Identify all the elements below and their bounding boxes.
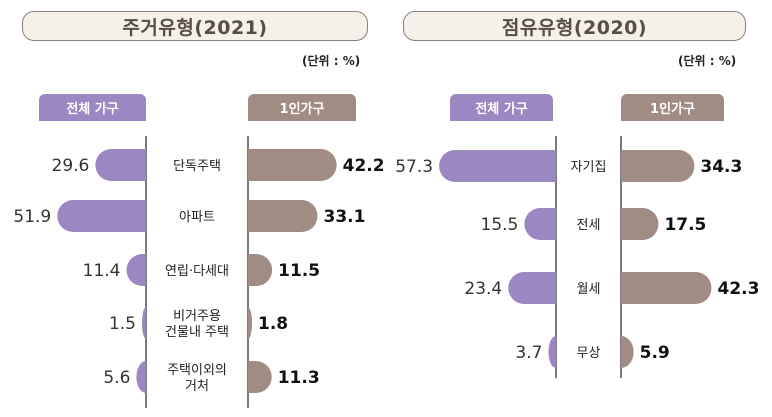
value-label-total: 23.4 bbox=[464, 279, 502, 299]
category-label: 단독주택 bbox=[173, 159, 221, 174]
value-label-total: 15.5 bbox=[481, 215, 519, 235]
header-single-households-tenure: 1인가구 bbox=[621, 94, 724, 121]
value-label-total: 1.5 bbox=[109, 314, 136, 334]
unit-label-housing: (단위 : %) bbox=[302, 54, 361, 68]
bar-single bbox=[621, 208, 659, 240]
category-label: 월세 bbox=[577, 282, 601, 297]
bar-total bbox=[524, 208, 556, 240]
category-label: 자기집 bbox=[571, 160, 607, 175]
bar-single bbox=[248, 200, 318, 232]
value-label-single: 17.5 bbox=[664, 215, 706, 235]
bar-total bbox=[57, 200, 146, 232]
bar-total bbox=[126, 254, 146, 286]
value-label-single: 11.5 bbox=[278, 261, 320, 281]
bar-total bbox=[439, 150, 556, 182]
bar-total bbox=[95, 149, 146, 181]
category-label: 건물내 주택 bbox=[165, 325, 229, 340]
value-label-single: 11.3 bbox=[278, 368, 320, 388]
value-label-total: 11.4 bbox=[83, 261, 121, 281]
value-label-total: 5.6 bbox=[103, 368, 130, 388]
value-label-single: 42.2 bbox=[343, 156, 385, 176]
value-label-single: 33.1 bbox=[324, 207, 366, 227]
chart-title-tenure-type: 점유유형(2020) bbox=[403, 11, 746, 41]
value-label-total: 51.9 bbox=[13, 207, 51, 227]
bar-single bbox=[248, 149, 337, 181]
bar-total bbox=[136, 361, 146, 393]
category-label: 전세 bbox=[577, 218, 601, 233]
bar-total bbox=[142, 307, 146, 339]
bar-total bbox=[548, 336, 556, 368]
category-label: 무상 bbox=[577, 346, 601, 361]
category-label: 연립·다세대 bbox=[165, 264, 229, 279]
category-label: 거처 bbox=[185, 379, 209, 394]
value-label-single: 5.9 bbox=[640, 343, 670, 363]
value-label-total: 57.3 bbox=[395, 157, 433, 177]
category-label: 비거주용 bbox=[173, 309, 221, 324]
bar-single bbox=[248, 361, 272, 393]
bar-single bbox=[621, 150, 695, 182]
bar-total bbox=[508, 272, 556, 304]
bar-single bbox=[248, 307, 252, 339]
header-total-households-tenure: 전체 가구 bbox=[450, 94, 553, 121]
value-label-single: 1.8 bbox=[258, 314, 288, 334]
header-single-households: 1인가구 bbox=[248, 94, 356, 121]
bar-single bbox=[248, 254, 273, 286]
bar-single bbox=[621, 272, 712, 304]
value-label-total: 29.6 bbox=[52, 156, 90, 176]
header-total-households: 전체 가구 bbox=[39, 94, 146, 121]
bar-single bbox=[621, 336, 634, 368]
unit-label-tenure: (단위 : %) bbox=[678, 54, 737, 68]
chart-title-housing-type: 주거유형(2021) bbox=[22, 11, 368, 41]
category-label: 주택이외의 bbox=[167, 363, 227, 378]
value-label-single: 42.3 bbox=[718, 279, 760, 299]
value-label-single: 34.3 bbox=[700, 157, 742, 177]
category-label: 아파트 bbox=[179, 210, 215, 225]
value-label-total: 3.7 bbox=[515, 343, 542, 363]
